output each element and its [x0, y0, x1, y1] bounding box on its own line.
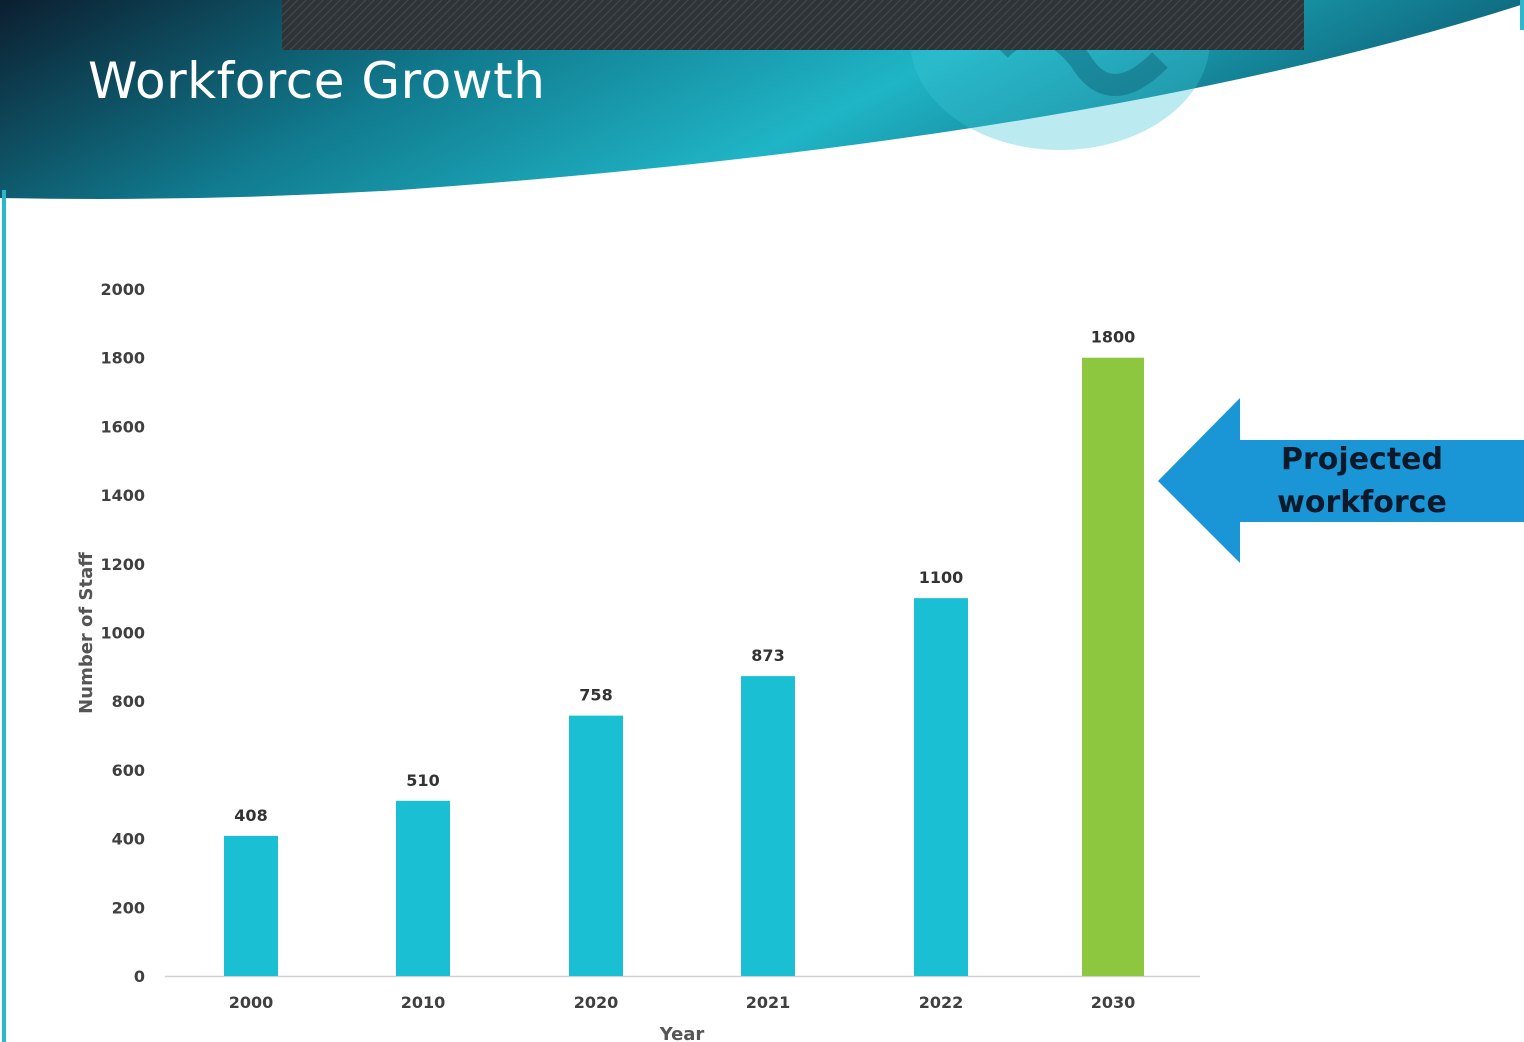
bar-2022: [914, 598, 968, 976]
x-tick-label-2022: 2022: [919, 993, 964, 1012]
x-tick-label-2021: 2021: [746, 993, 791, 1012]
data-label-2000: 408: [234, 806, 267, 825]
y-tick-label: 600: [112, 761, 145, 780]
data-label-2022: 1100: [919, 568, 964, 587]
y-tick-label: 800: [112, 692, 145, 711]
bar-2000: [224, 835, 278, 976]
bar-2030: [1082, 357, 1144, 976]
callout-line-1: Projected: [1281, 442, 1443, 477]
top-strip: [282, 0, 1304, 50]
x-axis-title: Year: [659, 1024, 705, 1042]
bar-2010: [396, 800, 450, 976]
bar-2020: [569, 715, 623, 976]
x-tick-label-2030: 2030: [1091, 993, 1136, 1012]
y-tick-label: 400: [112, 830, 145, 849]
data-label-2020: 758: [579, 686, 612, 705]
callout-label: Projected workforce: [1250, 438, 1474, 524]
y-tick-label: 0: [134, 967, 145, 986]
y-tick-label: 1400: [100, 486, 145, 505]
data-label-2021: 873: [751, 646, 784, 665]
y-tick-label: 1800: [100, 349, 145, 368]
left-arrow-icon: [1158, 398, 1524, 563]
y-tick-label: 200: [112, 898, 145, 917]
x-tick-label-2010: 2010: [401, 993, 446, 1012]
y-tick-label: 1600: [100, 417, 145, 436]
page-title: Workforce Growth: [88, 52, 546, 110]
y-tick-label: 2000: [100, 280, 145, 299]
y-axis-title: Number of Staff: [76, 552, 97, 714]
callout-line-2: workforce: [1277, 485, 1447, 520]
y-tick-label: 1000: [100, 624, 145, 643]
x-tick-label-2020: 2020: [574, 993, 619, 1012]
data-label-2010: 510: [406, 771, 439, 790]
x-tick-label-2000: 2000: [229, 993, 274, 1012]
y-tick-label: 1200: [100, 555, 145, 574]
data-label-2030: 1800: [1091, 328, 1136, 347]
bar-2021: [741, 676, 795, 976]
